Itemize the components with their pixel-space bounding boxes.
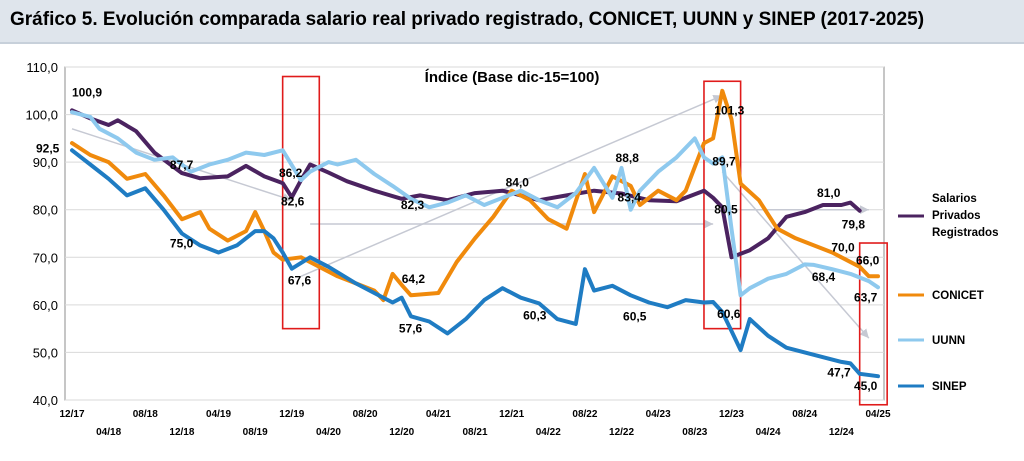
x-tick-label: 04/24: [756, 427, 781, 438]
plot-area: [64, 66, 885, 401]
x-tick-label: 08/24: [792, 409, 817, 420]
legend-label: Salarios: [932, 193, 977, 205]
data-label: 60,3: [523, 308, 547, 322]
highlight-box: [281, 75, 321, 330]
x-tick-label: 12/21: [499, 409, 524, 420]
gridlines: [65, 66, 884, 401]
x-tick-label: 04/23: [646, 409, 671, 420]
y-tick-label: 70,0: [33, 250, 58, 265]
data-label: 82,6: [281, 194, 305, 208]
data-label: 68,4: [812, 270, 836, 284]
highlight-box: [858, 242, 888, 406]
trend-arrow: [300, 94, 723, 278]
x-tick-label: 08/21: [462, 427, 487, 438]
data-label: 83,4: [618, 191, 642, 205]
x-tick-label: 08/20: [353, 409, 378, 420]
data-label: 79,8: [842, 218, 866, 232]
data-label: 75,0: [170, 237, 194, 251]
data-label: 63,7: [854, 290, 878, 304]
y-tick-label: 90,0: [33, 155, 58, 170]
data-label: 82,3: [401, 198, 425, 212]
x-tick-label: 04/19: [206, 409, 231, 420]
data-label: 60,5: [623, 309, 647, 323]
x-tick-label: 12/18: [169, 427, 194, 438]
x-tick-label: 04/20: [316, 427, 341, 438]
x-tick-label: 12/17: [59, 409, 84, 420]
data-label: 87,7: [170, 158, 194, 172]
x-tick-label: 04/18: [96, 427, 121, 438]
y-tick-label: 110,0: [26, 60, 58, 75]
x-tick-label: 12/20: [389, 427, 414, 438]
data-label: 57,6: [399, 321, 423, 335]
y-tick-label: 60,0: [33, 298, 58, 313]
data-label: 80,5: [714, 202, 738, 216]
series-line-sinep: [70, 148, 880, 379]
y-tick-label: 40,0: [33, 393, 58, 408]
x-tick-label: 08/22: [572, 409, 597, 420]
data-label: 70,0: [831, 240, 855, 254]
data-label: 67,6: [288, 274, 312, 288]
legend-label: Privados: [932, 210, 981, 222]
data-label: 84,0: [506, 176, 530, 190]
trend-arrow: [721, 171, 870, 339]
axis-ticks: 110,0 100,0 90,0 80,0 70,0 60,0 50,0 40,012/17 0…: [25, 60, 890, 438]
legend-label: Registrados: [932, 227, 998, 239]
y-tick-label: 50,0: [33, 345, 58, 360]
figure-title: Gráfico 5. Evolución comparada salario r…: [10, 9, 925, 30]
series-line-uunn: [70, 110, 880, 298]
line-chart: 100,9 92,5 87,7 75,0 86,2 82,6 67,6 82,3 64,2 57,…: [25, 60, 998, 438]
data-label: 92,5: [36, 141, 60, 155]
data-label: 100,9: [72, 85, 102, 99]
data-label: 89,7: [712, 155, 736, 169]
data-label: 86,2: [279, 166, 303, 180]
legend-label: SINEP: [932, 381, 967, 393]
data-label: 81,0: [817, 186, 841, 200]
highlight-boxes: [281, 75, 888, 406]
y-tick-label: 80,0: [33, 203, 58, 218]
data-label: 45,0: [854, 379, 878, 393]
x-tick-label: 12/19: [279, 409, 304, 420]
x-tick-label: 12/24: [829, 427, 854, 438]
x-tick-label: 12/23: [719, 409, 744, 420]
data-labels: 100,9 92,5 87,7 75,0 86,2 82,6 67,6 82,3 64,2 57,…: [36, 85, 880, 393]
data-label: 88,8: [616, 151, 640, 165]
series-line-conicet: [70, 88, 880, 303]
data-label: 64,2: [402, 272, 426, 286]
legend-label: UUNN: [932, 335, 965, 347]
highlight-box: [703, 80, 742, 330]
series-lines: [70, 88, 880, 379]
x-tick-label: 08/18: [133, 409, 158, 420]
chart-subtitle: Índice (Base dic-15=100): [425, 69, 600, 86]
x-tick-label: 04/25: [865, 409, 890, 420]
x-tick-label: 04/21: [426, 409, 451, 420]
legend-label: CONICET: [932, 290, 984, 302]
chart-title-bar: Gráfico 5. Evolución comparada salario r…: [0, 0, 1024, 44]
data-label: 101,3: [714, 103, 744, 117]
data-label: 66,0: [856, 253, 880, 267]
data-label: 60,6: [717, 307, 741, 321]
data-label: 47,7: [827, 365, 851, 379]
legend: Salarios Privados Registrados CONICET UUNN SI…: [898, 193, 998, 393]
x-tick-label: 08/23: [682, 427, 707, 438]
x-tick-label: 04/22: [536, 427, 561, 438]
x-tick-label: 08/19: [243, 427, 268, 438]
x-tick-label: 12/22: [609, 427, 634, 438]
y-tick-label: 100,0: [25, 108, 58, 123]
